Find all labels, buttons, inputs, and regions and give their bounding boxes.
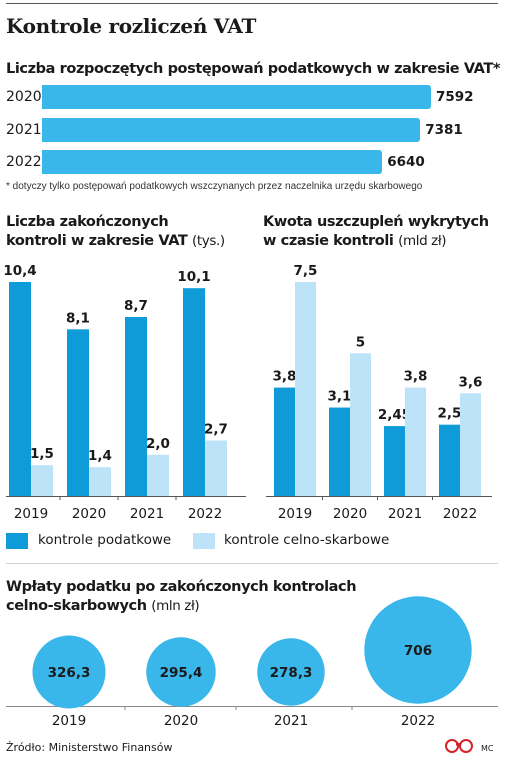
bar-celno-skarbowe-2019 bbox=[295, 282, 316, 496]
author-credit: MC bbox=[481, 744, 494, 753]
footnote: * dotyczy tylko postępowań podatkowych w… bbox=[6, 181, 423, 192]
bar-value-label: 7,5 bbox=[294, 263, 318, 279]
bubble-year-label: 2022 bbox=[401, 713, 435, 729]
top-rule bbox=[6, 3, 498, 4]
bar-celno-skarbowe-2021 bbox=[147, 454, 169, 496]
x-tick-label: 2021 bbox=[130, 506, 164, 522]
bar-value-label: 3,8 bbox=[404, 369, 428, 385]
bar-podatkowe-2022 bbox=[183, 288, 205, 496]
bar-value-label: 3,6 bbox=[459, 374, 483, 390]
section3-unit: (mln zł) bbox=[151, 598, 200, 614]
left-chart-title-line1: Liczba zakończonych bbox=[6, 214, 169, 230]
hbar-year-label: 2021 bbox=[6, 122, 42, 138]
right-column-chart: 3,8 7,5 2019 3,1 5 2020 2,45 3,8 2021 2,5 3,6 2022 bbox=[266, 263, 492, 522]
source-note: Źródło: Ministerstwo Finansów bbox=[6, 741, 173, 754]
bar-podatkowe-2020 bbox=[67, 329, 89, 496]
section3-title-line1: Wpłaty podatku po zakończonych kontrolac… bbox=[6, 579, 357, 595]
bar-value-label: 5 bbox=[356, 334, 365, 350]
hbar-2020 bbox=[42, 85, 431, 109]
bar-podatkowe-2021 bbox=[384, 426, 405, 496]
hbar-2022 bbox=[42, 150, 383, 174]
left-chart-title-line2: kontroli w zakresie VAT bbox=[6, 233, 188, 249]
bubble-year-label: 2019 bbox=[52, 713, 86, 729]
x-tick-label: 2019 bbox=[278, 506, 312, 522]
hbar-value-label: 7592 bbox=[436, 89, 474, 105]
x-tick-label: 2020 bbox=[333, 506, 367, 522]
legend-label-podatkowe: kontrole podatkowe bbox=[38, 532, 172, 548]
bar-celno-skarbowe-2020 bbox=[350, 353, 371, 496]
bar-value-label: 2,45 bbox=[378, 407, 411, 423]
bubble-value-label: 706 bbox=[404, 643, 432, 659]
hbar-year-label: 2022 bbox=[6, 154, 42, 170]
bar-celno-skarbowe-2020 bbox=[89, 467, 111, 496]
legend-swatch-light bbox=[193, 533, 215, 549]
divider bbox=[6, 563, 498, 564]
bubble-value-label: 295,4 bbox=[160, 665, 203, 681]
section3-title: Wpłaty podatku po zakończonych kontrolac… bbox=[6, 578, 357, 616]
bar-celno-skarbowe-2019 bbox=[31, 465, 53, 496]
page-title: Kontrole rozliczeń VAT bbox=[6, 14, 257, 38]
bar-value-label: 3,1 bbox=[328, 389, 352, 405]
bar-podatkowe-2021 bbox=[125, 316, 147, 496]
bar-value-label: 10,4 bbox=[3, 263, 36, 279]
column-charts: 10,4 1,5 2019 8,1 1,4 2020 8,7 2,0 2021 10,1 2,7 20… bbox=[3, 263, 492, 522]
x-tick-label: 2022 bbox=[443, 506, 477, 522]
legend-swatch-dark bbox=[6, 533, 28, 549]
bar-value-label: 3,8 bbox=[273, 369, 297, 385]
bar-value-label: 2,7 bbox=[204, 421, 228, 437]
right-chart-title: Kwota uszczupleń wykrytych w czasie kont… bbox=[263, 213, 489, 251]
left-chart-title: Liczba zakończonych kontroli w zakresie … bbox=[6, 213, 225, 251]
bubble-2020 bbox=[146, 637, 216, 707]
right-chart-title-line2: w czasie kontroli bbox=[263, 233, 394, 249]
bar-podatkowe-2022 bbox=[439, 424, 460, 496]
bubble-2019 bbox=[32, 635, 106, 709]
bubble-value-label: 278,3 bbox=[270, 665, 313, 681]
bar-value-label: 8,7 bbox=[124, 298, 148, 314]
left-chart-unit: (tys.) bbox=[192, 233, 225, 249]
publisher-logo-icon bbox=[445, 739, 473, 753]
bar-value-label: 2,5 bbox=[438, 406, 462, 422]
hbar-value-label: 6640 bbox=[387, 154, 425, 170]
bar-podatkowe-2019 bbox=[274, 387, 295, 496]
legend-label-celno-skarbowe: kontrole celno-skarbowe bbox=[224, 532, 390, 548]
bubble-chart: 326,3 2019 295,4 2020 278,3 2021 706 2022 bbox=[6, 596, 498, 729]
bubble-value-label: 326,3 bbox=[48, 665, 91, 681]
bar-celno-skarbowe-2021 bbox=[405, 387, 426, 496]
hbar-value-label: 7381 bbox=[425, 122, 463, 138]
bar-value-label: 8,1 bbox=[66, 310, 90, 326]
bar-value-label: 2,0 bbox=[146, 436, 170, 452]
right-chart-unit: (mld zł) bbox=[398, 233, 447, 249]
x-tick-label: 2019 bbox=[14, 506, 48, 522]
bubble-year-label: 2020 bbox=[164, 713, 198, 729]
right-chart-title-line1: Kwota uszczupleń wykrytych bbox=[263, 214, 489, 230]
section3-title-line2: celno-skarbowych bbox=[6, 598, 147, 614]
bubble-2022 bbox=[364, 596, 472, 704]
bar-celno-skarbowe-2022 bbox=[460, 393, 481, 496]
hbar-2021 bbox=[42, 118, 421, 142]
x-tick-label: 2021 bbox=[388, 506, 422, 522]
bar-value-label: 1,4 bbox=[88, 448, 112, 464]
x-tick-label: 2020 bbox=[72, 506, 106, 522]
bar-value-label: 10,1 bbox=[177, 269, 210, 285]
section1-title: Liczba rozpoczętych postępowań podatkowy… bbox=[6, 61, 501, 77]
bar-value-label: 1,5 bbox=[30, 446, 54, 462]
x-tick-label: 2022 bbox=[188, 506, 222, 522]
hbar-year-label: 2020 bbox=[6, 89, 42, 105]
left-column-chart: 10,4 1,5 2019 8,1 1,4 2020 8,7 2,0 2021 10,1 2,7 20… bbox=[3, 263, 246, 522]
bubble-year-label: 2021 bbox=[274, 713, 308, 729]
bar-celno-skarbowe-2022 bbox=[205, 440, 227, 496]
bar-podatkowe-2019 bbox=[9, 282, 31, 496]
bubble-2021 bbox=[257, 638, 325, 706]
bar-podatkowe-2020 bbox=[329, 407, 350, 496]
